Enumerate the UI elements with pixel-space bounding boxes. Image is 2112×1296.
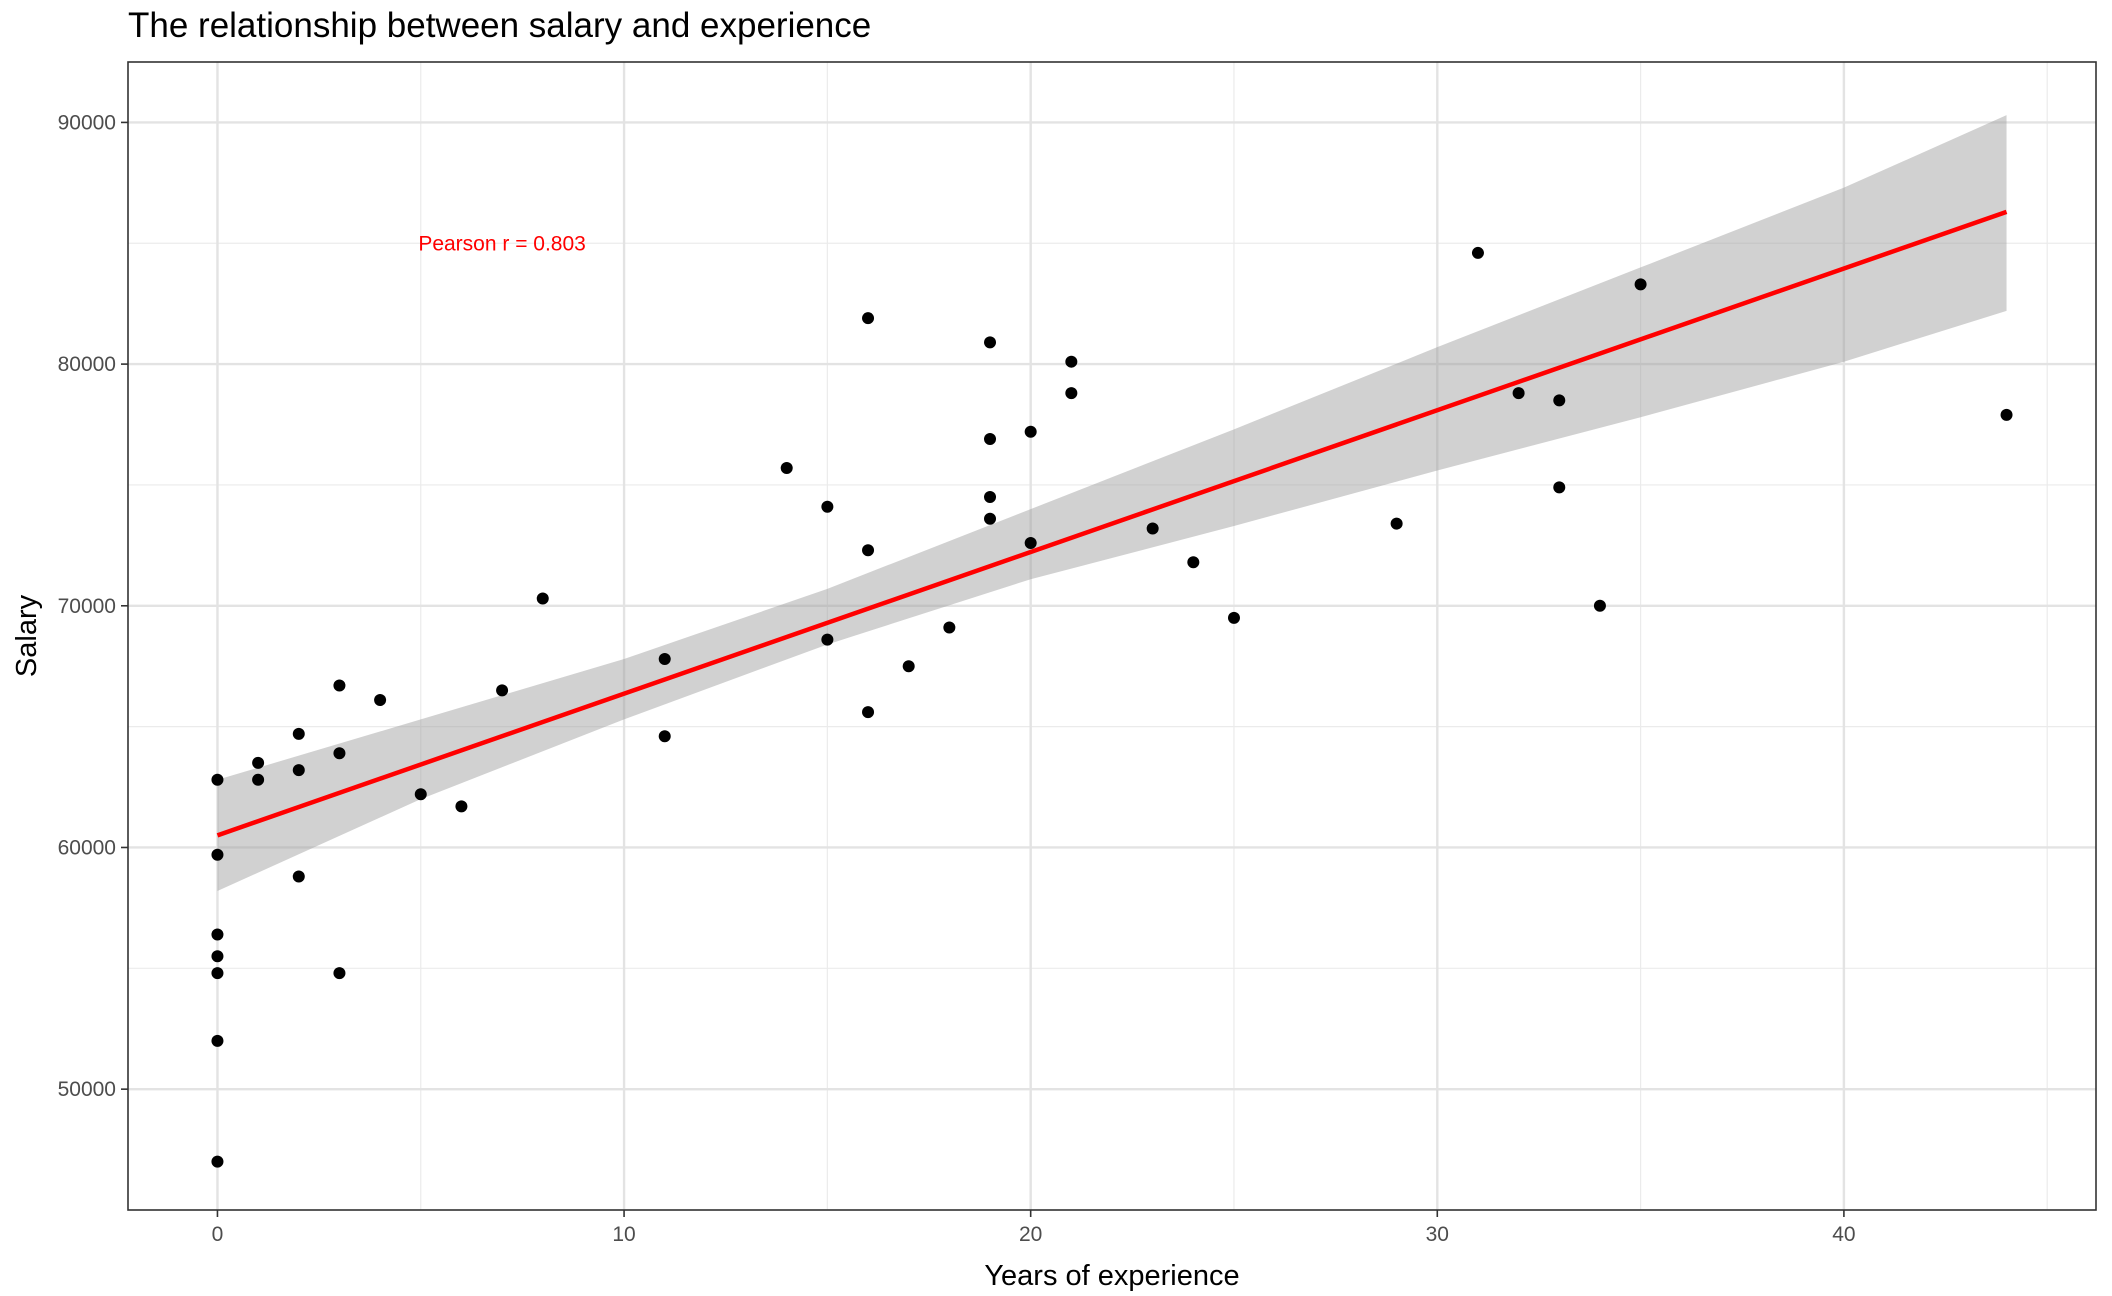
data-point — [1593, 599, 1606, 612]
x-tick-label: 10 — [612, 1223, 635, 1246]
pearson-annotation: Pearson r = 0.803 — [418, 232, 586, 255]
axes-layer: 0 10 20 30 40 50000 60000 70000 80000 90000 — [58, 61, 2097, 1246]
y-tick-label: 60000 — [58, 836, 116, 859]
data-point — [292, 764, 305, 777]
data-point — [496, 684, 509, 697]
data-point — [658, 652, 671, 665]
data-point — [211, 967, 224, 980]
data-point — [374, 694, 387, 707]
chart-title: The relationship between salary and expe… — [128, 6, 872, 45]
data-point — [252, 773, 265, 786]
y-tick-label: 80000 — [58, 353, 116, 376]
x-tick-label: 0 — [212, 1223, 224, 1246]
data-point — [1065, 387, 1078, 400]
confidence-band-layer — [217, 115, 2007, 891]
data-point — [1146, 522, 1159, 535]
data-point — [862, 312, 875, 325]
data-point — [536, 592, 549, 605]
regression-line-layer — [216, 209, 2008, 838]
x-tick-label: 30 — [1426, 1223, 1449, 1246]
data-point — [333, 679, 346, 692]
data-point — [1024, 425, 1037, 438]
data-point — [211, 950, 224, 963]
data-point — [902, 660, 915, 673]
data-point — [1634, 278, 1647, 291]
y-tick-label: 90000 — [58, 111, 116, 134]
data-point — [1553, 481, 1566, 494]
data-point — [862, 544, 875, 557]
data-point — [1512, 387, 1525, 400]
points-layer — [211, 246, 2013, 1168]
data-point — [1471, 246, 1484, 259]
x-tick-label: 20 — [1019, 1223, 1042, 1246]
data-point — [1187, 556, 1200, 569]
data-point — [984, 433, 997, 446]
x-tick-label: 40 — [1832, 1223, 1855, 1246]
data-point — [292, 870, 305, 883]
data-point — [821, 500, 834, 513]
data-point — [862, 706, 875, 719]
data-point — [984, 512, 997, 525]
data-point — [984, 336, 997, 349]
data-point — [333, 967, 346, 980]
data-point — [211, 1034, 224, 1047]
data-point — [211, 773, 224, 786]
y-axis-title: Salary — [11, 594, 43, 677]
data-point — [211, 1155, 224, 1168]
data-point — [821, 633, 834, 646]
data-point — [984, 491, 997, 504]
data-point — [211, 928, 224, 941]
data-point — [2000, 408, 2013, 421]
data-point — [252, 756, 265, 769]
data-point — [658, 730, 671, 743]
panel-border — [127, 61, 2097, 1211]
data-point — [1390, 517, 1403, 530]
regression-line — [216, 209, 2008, 838]
data-point — [211, 848, 224, 861]
y-tick-label: 70000 — [58, 595, 116, 618]
grid-layer — [128, 62, 2096, 1211]
x-axis-title: Years of experience — [984, 1260, 1239, 1292]
data-point — [1024, 536, 1037, 549]
data-point — [1227, 611, 1240, 624]
data-point — [414, 788, 427, 801]
data-point — [943, 621, 956, 634]
data-point — [1065, 355, 1078, 368]
data-point — [780, 462, 793, 475]
data-point — [292, 727, 305, 740]
data-point — [333, 747, 346, 760]
data-point — [1553, 394, 1566, 407]
y-tick-label: 50000 — [58, 1078, 116, 1101]
data-point — [455, 800, 468, 813]
confidence-band — [217, 115, 2007, 891]
